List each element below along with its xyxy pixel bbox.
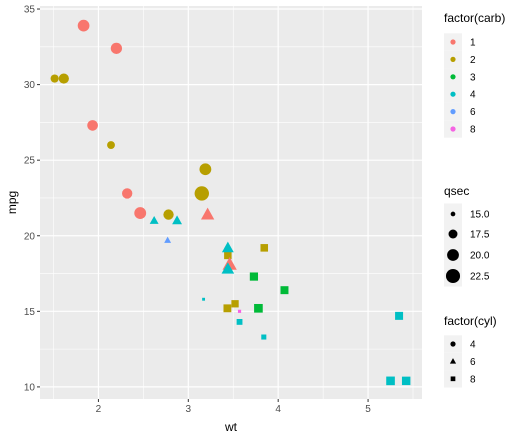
data-point [254, 303, 263, 313]
legend-label: 3 [470, 72, 476, 83]
legend-qsec-key [447, 249, 459, 261]
legend-qsec-key [448, 229, 458, 239]
x-tick-label: 3 [186, 404, 192, 415]
data-point [261, 334, 267, 340]
legend-label: 4 [470, 90, 476, 101]
legend-carb-key [450, 109, 456, 115]
x-axis: 2 3 4 5 [96, 399, 371, 415]
data-point [58, 73, 69, 84]
legend-label: 20.0 [470, 251, 490, 262]
legend-label: 6 [470, 357, 476, 368]
y-tick-label: 15 [24, 307, 36, 318]
x-axis-title: wt [224, 420, 238, 434]
data-point [50, 74, 59, 83]
data-point [249, 272, 259, 281]
data-point [110, 42, 123, 54]
y-tick-label: 20 [24, 231, 36, 242]
legend-label: 17.5 [470, 230, 490, 241]
y-tick-label: 30 [24, 80, 36, 91]
data-point [200, 207, 215, 220]
data-point [202, 297, 206, 301]
data-point [401, 376, 411, 386]
legend-cyl-key [450, 376, 456, 382]
legend-title: factor(carb) [444, 11, 505, 25]
data-point [172, 215, 183, 225]
legend-label: 8 [470, 125, 476, 136]
y-axis: 10 15 20 25 30 35 [24, 5, 40, 393]
legend-label: 6 [470, 107, 476, 118]
legend-qsec-key [450, 211, 456, 217]
x-tick-label: 2 [96, 404, 102, 415]
legend-cyl-key [449, 358, 457, 364]
x-tick-label: 4 [275, 404, 281, 415]
legend-qsec-key [445, 268, 461, 284]
legend-carb-key [450, 91, 456, 97]
legend-carb: factor(carb) 1 2 3 4 6 8 [444, 11, 505, 138]
grid-lines [40, 6, 422, 399]
data-point [280, 286, 289, 295]
legend-label: 1 [470, 38, 476, 49]
y-axis-title: mpg [5, 191, 19, 214]
legend-label: 4 [470, 340, 476, 351]
legend-carb-key [450, 39, 456, 45]
legend-title: qsec [444, 184, 469, 198]
y-tick-label: 35 [24, 5, 36, 16]
legend-carb-key [450, 56, 456, 63]
y-tick-label: 10 [24, 382, 36, 393]
data-point [77, 19, 90, 32]
legend-carb-key [450, 126, 456, 132]
y-tick-label: 25 [24, 156, 36, 167]
data-point [395, 311, 404, 320]
legend-title: factor(cyl) [444, 314, 497, 328]
data-point [386, 376, 395, 386]
data-point [236, 319, 243, 325]
legend-label: 22.5 [470, 272, 490, 283]
data-point [87, 120, 98, 131]
data-point [260, 244, 269, 252]
data-point [237, 309, 242, 313]
data-point [221, 262, 235, 274]
legend-carb-key [450, 74, 456, 80]
legend-label: 8 [470, 374, 476, 385]
data-point [199, 163, 212, 176]
data-point [163, 209, 174, 220]
data-points [50, 19, 411, 386]
x-tick-label: 5 [365, 404, 371, 415]
data-point [134, 207, 147, 219]
legend-cyl-key [450, 341, 456, 347]
data-point [223, 304, 232, 313]
data-point [164, 236, 172, 243]
data-point [221, 241, 234, 253]
data-point [149, 215, 159, 224]
data-point [224, 251, 232, 260]
legend-label: 2 [470, 55, 476, 66]
data-point [194, 186, 209, 201]
legend-label: 15.0 [470, 210, 490, 221]
legend-qsec: qsec 15.0 17.5 20.0 22.5 [444, 184, 490, 287]
legend-cyl: factor(cyl) 4 6 8 [444, 314, 497, 388]
data-point [231, 300, 239, 308]
data-point [107, 141, 115, 149]
plot-panel [40, 6, 422, 399]
data-point [122, 188, 133, 199]
